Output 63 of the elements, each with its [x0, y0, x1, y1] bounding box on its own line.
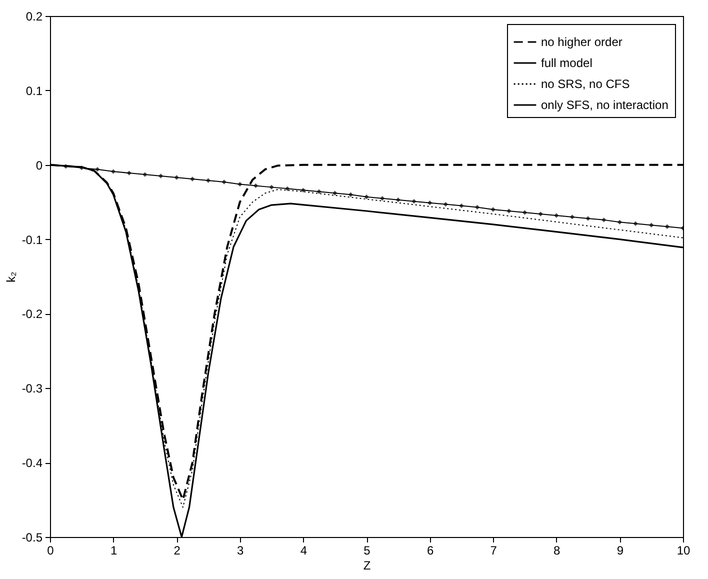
x-tick-label: 2: [174, 544, 181, 558]
legend-label: no higher order: [541, 35, 622, 49]
point: [522, 210, 528, 215]
point: [649, 222, 654, 228]
y-tick-label: -0.4: [22, 456, 43, 470]
y-tick-label: -0.2: [22, 307, 43, 322]
y-axis-title: k₂: [4, 271, 18, 282]
x-tick-label: 10: [676, 544, 690, 558]
point: [190, 176, 195, 182]
point: [285, 186, 290, 192]
point: [126, 170, 132, 176]
point: [459, 203, 464, 208]
y-tick-label: -0.3: [22, 382, 43, 396]
point: [396, 197, 400, 202]
point: [506, 208, 512, 214]
x-tick-label: 1: [110, 544, 118, 558]
point: [443, 202, 448, 207]
point: [174, 175, 179, 180]
x-tick-label: 5: [364, 544, 371, 558]
point: [380, 196, 385, 201]
legend-label: full model: [541, 56, 592, 70]
point: [142, 172, 148, 177]
point: [554, 213, 559, 218]
point: [253, 183, 258, 188]
point: [538, 212, 543, 216]
point: [633, 221, 638, 226]
point: [427, 200, 432, 206]
point: [158, 174, 164, 178]
point: [348, 192, 354, 197]
point: [206, 178, 211, 183]
legend-label: no SRS, no CFS: [541, 77, 630, 91]
point: [664, 224, 670, 229]
y-tick-label: -0.5: [22, 530, 43, 544]
point: [364, 194, 369, 200]
x-axis-title: Z: [363, 558, 371, 572]
x-tick-label: 6: [426, 544, 434, 558]
x-tick-label: 8: [554, 544, 561, 558]
point: [474, 204, 480, 210]
x-tick-label: 7: [490, 544, 498, 558]
y-tick-label: 0.2: [26, 10, 43, 24]
point: [617, 220, 622, 225]
legend-label: only SFS, no interaction: [541, 98, 668, 112]
x-tick-label: 9: [616, 544, 624, 558]
y-tick-label: 0: [36, 158, 43, 172]
point: [79, 165, 84, 170]
point: [412, 198, 416, 204]
point: [110, 169, 116, 174]
point: [586, 216, 590, 221]
point: [269, 184, 274, 190]
point: [570, 214, 575, 220]
point: [316, 189, 322, 194]
y-tick-label: -0.1: [22, 232, 43, 247]
point: [95, 166, 100, 172]
point: [490, 207, 496, 212]
point: [332, 190, 338, 196]
point: [222, 180, 226, 184]
x-tick-label: 3: [237, 544, 244, 558]
y-tick-label: 0.1: [26, 84, 43, 98]
point: [238, 182, 242, 187]
x-tick-label: 0: [47, 544, 54, 558]
x-tick-label: 4: [300, 544, 308, 558]
point: [300, 188, 306, 193]
point: [602, 218, 606, 222]
